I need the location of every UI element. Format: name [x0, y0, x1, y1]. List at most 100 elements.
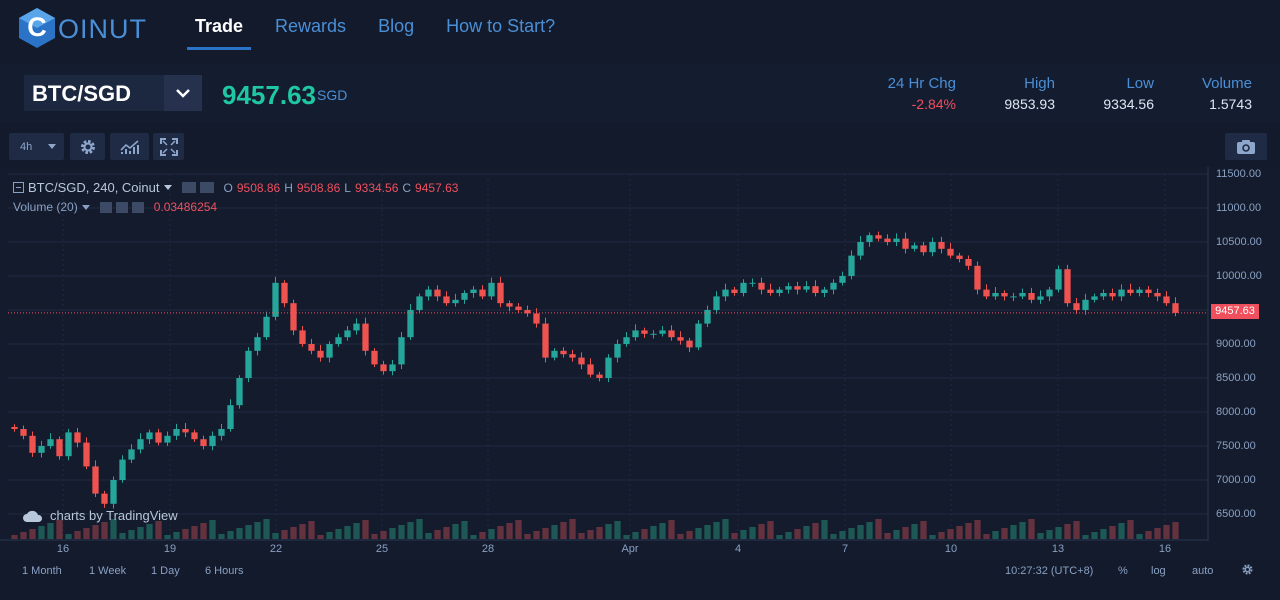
range-1-day[interactable]: 1 Day [151, 565, 180, 577]
volume-bar [803, 526, 810, 539]
volume-bar [722, 519, 729, 539]
volume-bar [92, 525, 99, 539]
volume-bar [1118, 523, 1125, 539]
candle-body [11, 426, 18, 429]
volume-bar [137, 527, 144, 539]
volume-bar [1082, 535, 1089, 539]
candle-body [479, 289, 486, 297]
volume-bar [398, 525, 405, 539]
stat-high: High 9853.93 [975, 75, 1055, 112]
range-6-hours[interactable]: 6 Hours [205, 565, 244, 577]
series-symbol[interactable]: BTC/SGD, 240, Coinut [28, 180, 160, 195]
range-1-week[interactable]: 1 Week [89, 565, 127, 577]
nav-blog[interactable]: Blog [378, 16, 415, 36]
fullscreen-button[interactable] [153, 133, 184, 160]
candle-body [1118, 289, 1125, 297]
nav-trade[interactable]: Trade [187, 16, 252, 50]
auto-toggle[interactable]: auto [1192, 565, 1214, 577]
candle-body [749, 282, 756, 284]
volume-bar [308, 521, 315, 539]
volume-bar [659, 523, 666, 539]
candle-body [686, 340, 693, 348]
candle-body [461, 293, 468, 300]
candle-body [263, 316, 270, 338]
series-legend: BTC/SGD, 240, Coinut O 9508.86 H 9508.86… [13, 180, 458, 195]
candle-body [830, 282, 837, 290]
volume-bar [641, 529, 648, 539]
stat-24h-change: 24 Hr Chg -2.84% [876, 75, 956, 112]
caret-down-icon[interactable] [81, 204, 90, 210]
candle-body [254, 337, 261, 351]
volume-bar [200, 523, 207, 539]
volume-bar [11, 535, 18, 539]
gear-icon[interactable] [115, 201, 128, 213]
candle-body [398, 337, 405, 365]
candle-body [308, 344, 315, 351]
eye-icon[interactable] [181, 182, 196, 193]
candle-body [551, 350, 558, 358]
candle-body [731, 289, 738, 293]
interval-select[interactable]: 4h [9, 133, 64, 160]
stat-volume: Volume 1.5743 [1172, 75, 1252, 112]
nav-how-to-start[interactable]: How to Start? [446, 16, 556, 36]
settings-gear-button[interactable] [1241, 563, 1254, 579]
volume-bar [596, 527, 603, 539]
volume-bar [560, 522, 567, 539]
volume-bar [623, 535, 630, 539]
log-toggle[interactable]: log [1151, 565, 1166, 577]
stat-value: 1.5743 [1209, 96, 1252, 112]
candle-body [182, 429, 189, 433]
volume-bar [920, 521, 927, 539]
settings-button[interactable] [70, 133, 105, 160]
range-1-month[interactable]: 1 Month [22, 565, 62, 577]
time-tick-label: Apr [621, 543, 639, 555]
candle-body [695, 323, 702, 348]
candle-body [866, 235, 873, 242]
caret-down-icon[interactable] [163, 185, 172, 190]
candle-body [317, 350, 324, 358]
volume-bar [353, 523, 360, 539]
top-navbar: C OINUT Trade Rewards Blog How to Start? [0, 0, 1280, 58]
price-tick-label: 9000.00 [1216, 338, 1256, 350]
close-icon[interactable] [131, 201, 144, 213]
chevron-down-icon[interactable] [164, 75, 202, 111]
volume-bar [884, 533, 891, 539]
volume-bar [281, 530, 288, 539]
candle-body [722, 289, 729, 297]
collapse-icon[interactable] [13, 182, 24, 193]
volume-bar [1127, 520, 1134, 539]
tradingview-watermark[interactable]: charts by TradingView [22, 508, 178, 523]
eye-icon[interactable] [99, 201, 112, 213]
percent-toggle[interactable]: % [1118, 565, 1128, 577]
pair-selector[interactable]: BTC/SGD [24, 75, 202, 111]
candle-body [1163, 296, 1170, 304]
volume-label[interactable]: Volume (20) [13, 200, 78, 214]
clock-time[interactable]: 10:27:32 (UTC+8) [1005, 565, 1094, 577]
candle-body [29, 435, 36, 453]
candle-body [821, 289, 828, 293]
candle-body [326, 344, 333, 358]
time-axis[interactable]: 16 19 22 25 28 Apr 4 7 10 13 16 [0, 541, 1208, 558]
volume-bar [776, 535, 783, 539]
snapshot-button[interactable] [1225, 133, 1267, 160]
candle-body [1001, 293, 1008, 297]
coinut-logo[interactable]: C OINUT [18, 7, 147, 49]
time-tick-label: 4 [734, 543, 742, 555]
nav-rewards[interactable]: Rewards [275, 16, 347, 36]
gear-icon[interactable] [199, 182, 214, 193]
logo-mark: C [18, 7, 56, 49]
candle-body [965, 259, 972, 266]
stat-value: 9334.56 [1103, 96, 1154, 112]
candle-body [1064, 269, 1071, 304]
candlestick-chart[interactable] [0, 167, 1210, 541]
indicators-icon [119, 139, 139, 154]
indicators-button[interactable] [110, 133, 149, 160]
volume-bar [713, 522, 720, 539]
volume-bar [38, 526, 45, 539]
high-value: 9508.86 [296, 180, 341, 195]
volume-bar [785, 532, 792, 539]
volume-bar [20, 532, 27, 539]
stat-value: 9853.93 [1004, 96, 1055, 112]
candle-body [353, 323, 360, 331]
price-tick-label: 10500.00 [1216, 236, 1262, 248]
